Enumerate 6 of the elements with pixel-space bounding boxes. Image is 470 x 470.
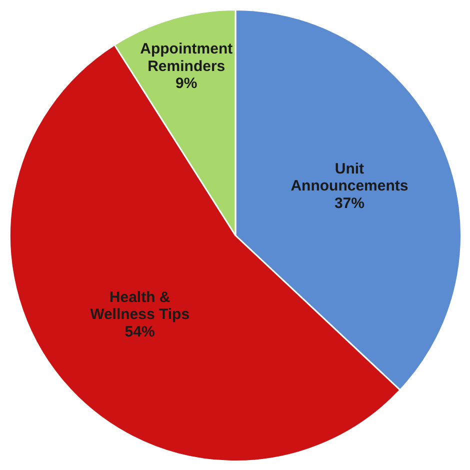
- data-label: 37%: [334, 194, 364, 212]
- data-label: 54%: [124, 323, 155, 340]
- slice-label: Appointment Reminders: [140, 40, 233, 75]
- slice-label: Health & Wellness Tips: [90, 288, 190, 324]
- slice-label: Unit Announcements: [290, 160, 408, 195]
- data-label: 9%: [176, 75, 198, 92]
